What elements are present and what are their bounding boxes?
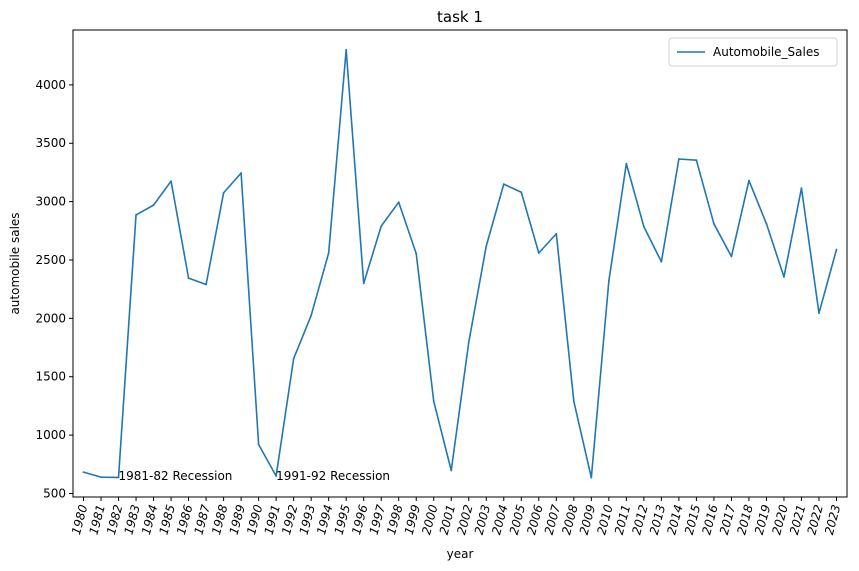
data-point: [152, 204, 155, 207]
data-point: [783, 276, 785, 278]
data-point: [135, 214, 137, 216]
data-point: [187, 277, 190, 279]
data-point: [485, 245, 488, 247]
data-point: [327, 252, 330, 254]
data-point: [713, 222, 715, 225]
data-point: [345, 48, 348, 51]
y-tick-label: 500: [43, 486, 66, 500]
y-axis-title: automobile sales: [8, 212, 22, 314]
data-point: [170, 180, 172, 183]
data-point: [100, 476, 102, 479]
data-point: [537, 252, 540, 254]
data-point: [415, 252, 418, 255]
data-point: [205, 283, 207, 286]
data-point: [82, 471, 85, 474]
y-tick-label: 3000: [35, 195, 66, 209]
data-point: [835, 248, 838, 251]
data-point: [765, 222, 768, 225]
data-point: [380, 225, 383, 228]
y-axis: 500 1000 1500 2000 2500 3000 3500 4000: [35, 78, 73, 500]
data-point: [677, 158, 680, 160]
annotation-recession: 1981-82 Recession: [119, 469, 233, 483]
y-tick-label: 1000: [35, 428, 66, 442]
data-point: [572, 400, 575, 403]
data-point: [748, 179, 750, 182]
data-point: [117, 476, 120, 479]
data-point: [310, 314, 313, 317]
annotations: 1981-82 Recession 1991-92 Recession: [119, 469, 391, 483]
x-axis: 1980198119821983198419851986198719881989…: [69, 497, 843, 536]
y-tick-label: 3500: [35, 136, 66, 150]
data-point: [292, 357, 295, 360]
y-tick-label: 1500: [35, 370, 66, 384]
data-point: [520, 191, 523, 194]
series-layer: [82, 48, 838, 479]
data-point: [555, 232, 558, 235]
data-point: [450, 469, 453, 472]
legend: Automobile_Sales: [668, 37, 838, 67]
series-line-0: [83, 49, 838, 479]
data-point: [362, 282, 365, 285]
data-point: [730, 255, 733, 258]
data-point: [432, 400, 435, 403]
data-point: [607, 280, 610, 282]
data-point: [397, 201, 400, 204]
data-point: [240, 172, 243, 174]
data-point: [222, 191, 225, 194]
y-tick-label: 4000: [35, 78, 66, 92]
chart-title: task 1: [437, 8, 483, 26]
data-point: [695, 159, 698, 162]
data-point: [502, 183, 505, 186]
data-point: [275, 475, 278, 477]
data-point: [660, 260, 663, 263]
legend-box: [668, 37, 838, 67]
y-tick-label: 2000: [35, 311, 66, 325]
data-point: [642, 225, 645, 228]
data-point: [818, 312, 820, 315]
data-point: [625, 162, 628, 165]
legend-entry-automobile-sales: Automobile_Sales: [713, 45, 820, 59]
data-point: [257, 443, 260, 446]
data-point: [467, 341, 470, 344]
data-point: [800, 187, 803, 190]
data-point: [590, 476, 593, 479]
annotation-recession: 1991-92 Recession: [276, 469, 390, 483]
y-tick-label: 2500: [35, 253, 66, 267]
x-axis-title: year: [447, 547, 474, 561]
plot-area-frame: [72, 29, 848, 498]
